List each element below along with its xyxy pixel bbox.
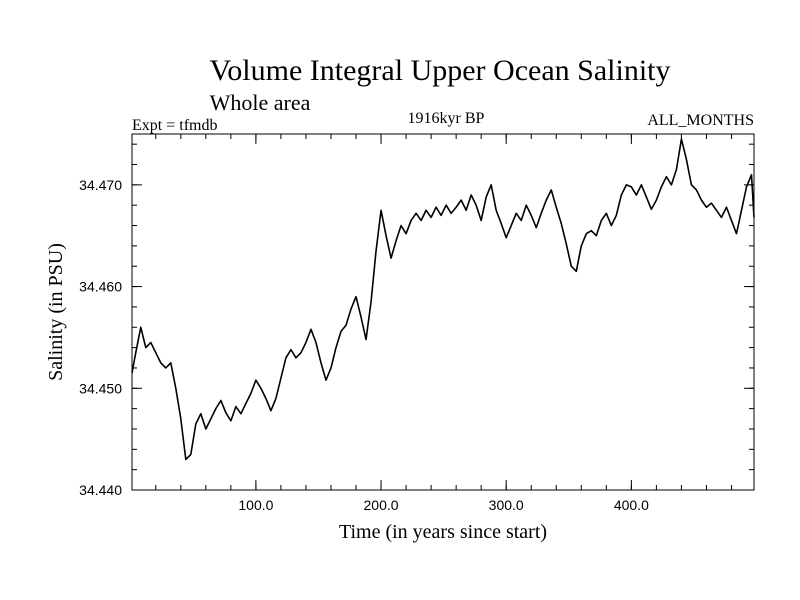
y-axis-label: Salinity (in PSU) xyxy=(45,243,67,381)
x-tick-labels: 100.0 200.0 300.0 400.0 xyxy=(238,497,649,513)
y-tick-labels: 34.440 34.450 34.460 34.470 xyxy=(79,177,122,498)
plot-frame xyxy=(131,133,755,491)
salinity-series-line xyxy=(131,138,755,461)
expt-label: Expt = tfmdb xyxy=(132,117,217,134)
x-tick-label: 200.0 xyxy=(364,497,399,513)
chart-subtitle: Whole area xyxy=(210,90,311,115)
y-tick-label: 34.450 xyxy=(79,380,122,396)
months-label: ALL_MONTHS xyxy=(647,112,754,129)
x-tick-label: 300.0 xyxy=(489,497,524,513)
period-label: 1916kyr BP xyxy=(408,110,485,127)
x-axis-label: Time (in years since start) xyxy=(339,521,547,543)
y-tick-label: 34.460 xyxy=(79,279,122,295)
x-tick-label: 100.0 xyxy=(238,497,273,513)
chart-title: Volume Integral Upper Ocean Salinity xyxy=(210,54,671,87)
x-tick-label: 400.0 xyxy=(614,497,649,513)
y-tick-label: 34.470 xyxy=(79,177,122,193)
y-tick-label: 34.440 xyxy=(79,482,122,498)
